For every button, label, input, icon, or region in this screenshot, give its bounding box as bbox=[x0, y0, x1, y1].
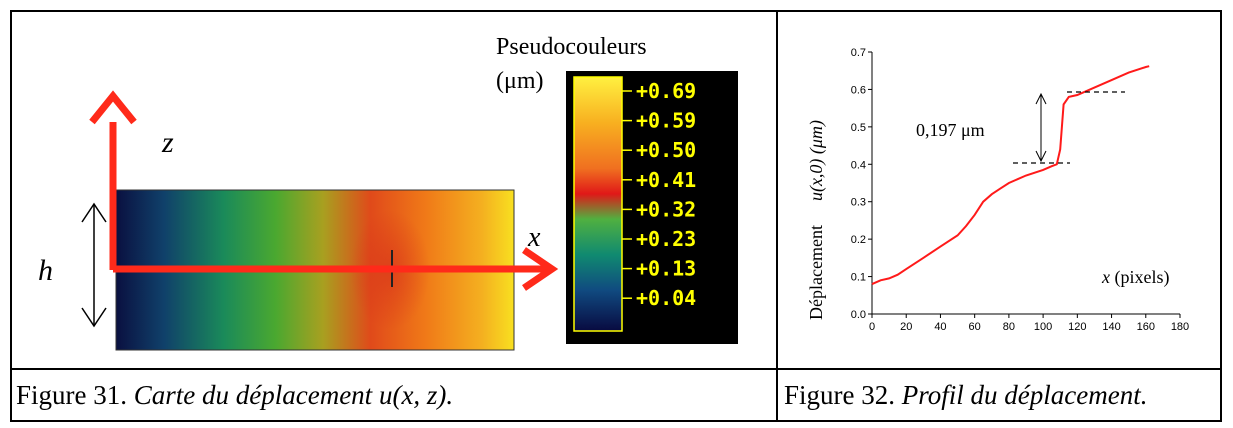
y-axis-title: Déplacementu(x,0) (μm) bbox=[806, 120, 827, 320]
figure-32-caption: Figure 32. Profil du déplacement. bbox=[784, 380, 1148, 410]
height-arrow bbox=[81, 202, 107, 328]
figure-31-caption: Figure 31. Carte du déplacement u(x, z). bbox=[16, 380, 454, 410]
x-tick-label: 120 bbox=[1068, 321, 1086, 333]
step-annotation-label: 0,197 μm bbox=[916, 120, 985, 140]
caption-divider bbox=[10, 368, 1222, 370]
colorbar: +0.69 +0.59 +0.50 +0.41 +0.32 +0.23 +0.13 +0.04 bbox=[566, 71, 738, 344]
y-tick-label: 0.7 bbox=[851, 47, 866, 59]
figure-table bbox=[10, 10, 1222, 422]
x-tick-label: 80 bbox=[1003, 321, 1015, 333]
colorbar-unit: (μm) bbox=[496, 68, 544, 94]
y-tick-label: 0.4 bbox=[851, 159, 866, 171]
chart-axes: 0.0 0.1 0.2 0.3 0.4 0.5 0.6 0.7 0 20 40 60 80 100 120 1… bbox=[851, 47, 1189, 333]
height-label: h bbox=[38, 254, 53, 287]
y-tick-label: 0.2 bbox=[851, 234, 866, 246]
z-axis-label: z bbox=[161, 126, 174, 159]
x-axis-arrow bbox=[113, 247, 559, 291]
x-axis-label: x bbox=[527, 222, 541, 253]
colorbar-tick-label: +0.50 bbox=[636, 138, 696, 162]
x-tick-label: 60 bbox=[969, 321, 981, 333]
x-tick-label: 100 bbox=[1034, 321, 1052, 333]
y-tick-label: 0.3 bbox=[851, 197, 866, 209]
x-tick-label: 140 bbox=[1102, 321, 1120, 333]
x-tick-label: 160 bbox=[1137, 321, 1155, 333]
x-tick-label: 40 bbox=[934, 321, 946, 333]
colorbar-tick-label: +0.23 bbox=[636, 227, 696, 251]
colorbar-tick-label: +0.32 bbox=[636, 197, 696, 221]
z-axis-arrow bbox=[89, 90, 137, 270]
colorbar-tick-label: +0.69 bbox=[636, 79, 696, 103]
colorbar-tick-label: +0.13 bbox=[636, 257, 696, 281]
column-divider bbox=[776, 10, 778, 422]
y-tick-label: 0.1 bbox=[851, 272, 866, 284]
displacement-profile-chart: 0.0 0.1 0.2 0.3 0.4 0.5 0.6 0.7 0 20 40 60 80 100 120 1… bbox=[806, 47, 1189, 333]
y-tick-label: 0.5 bbox=[851, 122, 866, 134]
x-tick-label: 180 bbox=[1171, 321, 1189, 333]
colorbar-title: Pseudocouleurs bbox=[496, 34, 647, 60]
profile-series-line bbox=[871, 65, 1150, 286]
step-annotation-marks bbox=[1013, 91, 1125, 164]
y-tick-label: 0.0 bbox=[851, 309, 866, 321]
colorbar-tick-label: +0.41 bbox=[636, 168, 696, 192]
displacement-map: z x h Pseudocouleurs (μm) +0.69 +0.59 +0.5… bbox=[38, 34, 738, 351]
y-tick-label: 0.6 bbox=[851, 84, 866, 96]
x-axis-title: x (pixels) bbox=[1101, 267, 1169, 288]
colorbar-tick-label: +0.59 bbox=[636, 109, 696, 133]
colorbar-tick-label: +0.04 bbox=[636, 286, 696, 310]
figure-32-panel: 0.0 0.1 0.2 0.3 0.4 0.5 0.6 0.7 0 20 40 60 80 100 120 1… bbox=[780, 12, 1220, 368]
x-tick-label: 0 bbox=[869, 321, 875, 333]
colorbar-gradient bbox=[573, 76, 623, 332]
x-tick-label: 20 bbox=[900, 321, 912, 333]
figure-31-panel: z x h Pseudocouleurs (μm) +0.69 +0.59 +0.5… bbox=[12, 12, 774, 368]
